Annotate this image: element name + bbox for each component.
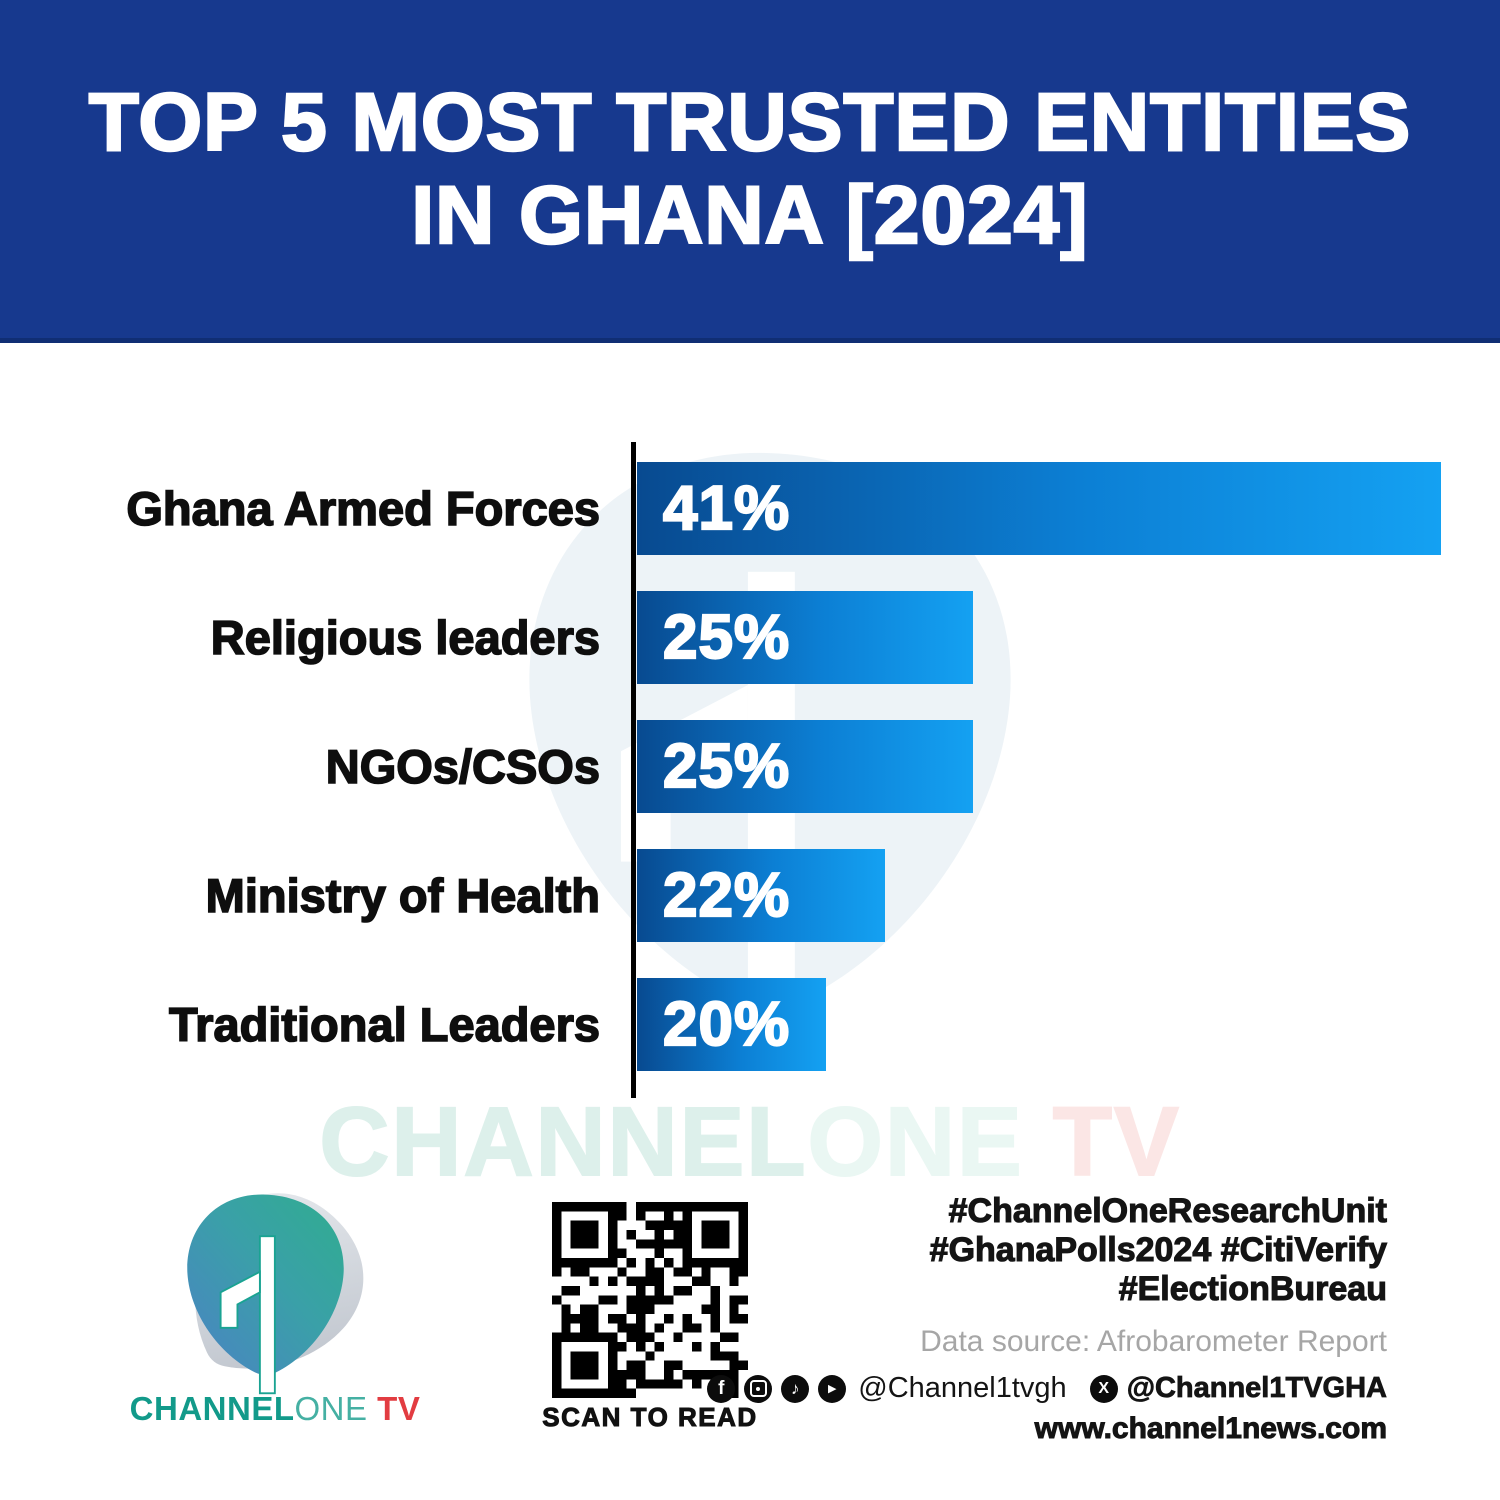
hashtag-line-3: #ElectionBureau [1118, 1269, 1387, 1308]
page-title: TOP 5 MOST TRUSTED ENTITIES IN GHANA [20… [88, 76, 1412, 263]
facebook-icon: f [707, 1374, 736, 1403]
qr-code [552, 1202, 748, 1398]
youtube-icon: ▶ [818, 1374, 847, 1403]
channel-watermark-text: CHANNELONE TV [0, 1086, 1500, 1198]
data-source: Data source: Afrobarometer Report [920, 1325, 1387, 1358]
wordmark-one: ONE [294, 1390, 368, 1427]
social-row: f ♪ ▶ @Channel1tvgh X @Channel1TVGHA [707, 1372, 1387, 1405]
watermark-tv: TV [1023, 1086, 1181, 1197]
title-line-1: TOP 5 MOST TRUSTED ENTITIES [88, 76, 1412, 170]
wordmark-tv: TV [367, 1390, 421, 1427]
watermark-channel: CHANNEL [318, 1086, 808, 1197]
watermark-one: ONE [807, 1086, 1024, 1197]
x-handle: @Channel1TVGHA [1126, 1372, 1387, 1405]
qr-caption: SCAN TO READ [542, 1402, 758, 1433]
hashtag-line-2: #GhanaPolls2024 #CitiVerify [929, 1230, 1387, 1269]
channel-one-logo [187, 1193, 364, 1395]
hashtag-line-1: #ChannelOneResearchUnit [948, 1191, 1387, 1230]
tiktok-icon: ♪ [781, 1374, 810, 1403]
wordmark-channel: CHANNEL [129, 1390, 295, 1427]
header-banner: TOP 5 MOST TRUSTED ENTITIES IN GHANA [20… [0, 0, 1500, 343]
title-line-2: IN GHANA [2024] [410, 169, 1089, 263]
instagram-icon [744, 1374, 773, 1403]
social-handle: @Channel1tvgh [858, 1372, 1067, 1404]
background-logo-watermark [529, 452, 1011, 1083]
x-icon: X [1089, 1374, 1118, 1403]
logo-wordmark: CHANNELONE TV [125, 1390, 425, 1428]
footer-info: #ChannelOneResearchUnit #GhanaPolls2024 … [707, 1191, 1388, 1446]
website-url: www.channel1news.com [1034, 1412, 1387, 1446]
